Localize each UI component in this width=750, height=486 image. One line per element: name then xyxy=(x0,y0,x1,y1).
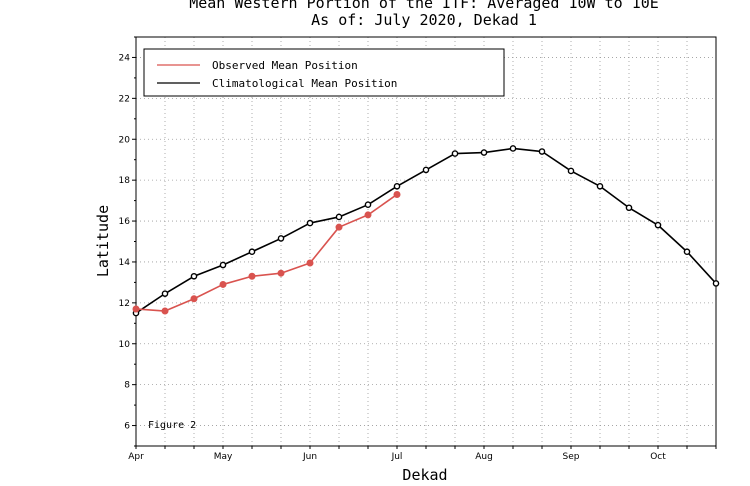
figure-annotation: Figure 2 xyxy=(148,420,196,431)
data-point-climatological-mean-position xyxy=(422,166,430,174)
y-tick-label: 18 xyxy=(119,176,131,186)
data-point-climatological-mean-position xyxy=(596,182,604,190)
data-point-climatological-mean-position xyxy=(480,149,488,156)
y-tick-label: 12 xyxy=(119,299,130,309)
x-axis-label: Dekad xyxy=(402,466,447,484)
y-tick-label: 8 xyxy=(124,381,130,391)
x-tick-label: Oct xyxy=(650,452,666,462)
series-line-observed-mean-position xyxy=(135,193,398,312)
series-climatological-mean-position xyxy=(132,145,720,317)
data-point-observed-mean-position xyxy=(335,223,343,231)
data-point-climatological-mean-position xyxy=(306,219,314,227)
y-axis-label: Latitude xyxy=(94,205,112,277)
chart-title-line-2: As of: July 2020, Dekad 1 xyxy=(311,11,537,29)
data-point-observed-mean-position xyxy=(393,190,401,198)
series-observed-mean-position xyxy=(132,190,401,315)
grid xyxy=(135,37,717,446)
data-point-climatological-mean-position xyxy=(683,248,691,256)
data-point-climatological-mean-position xyxy=(538,148,546,155)
data-point-observed-mean-position xyxy=(248,272,256,280)
data-point-climatological-mean-position xyxy=(509,145,517,152)
data-point-climatological-mean-position xyxy=(654,221,662,229)
y-tick-label: 16 xyxy=(119,217,131,227)
data-point-observed-mean-position xyxy=(364,211,372,219)
data-point-climatological-mean-position xyxy=(219,261,227,269)
data-point-observed-mean-position xyxy=(190,295,198,303)
x-tick-label: Sep xyxy=(563,452,580,462)
x-tick-label: Apr xyxy=(128,452,144,462)
x-tick-label: Aug xyxy=(475,452,493,462)
chart-title: Mean Western Portion of the ITF: Average… xyxy=(189,0,659,29)
series-layer xyxy=(132,145,720,317)
data-point-observed-mean-position xyxy=(161,307,169,315)
data-point-observed-mean-position xyxy=(306,259,314,267)
legend-label-observed: Observed Mean Position xyxy=(212,59,358,72)
data-point-observed-mean-position xyxy=(219,280,227,288)
data-point-climatological-mean-position xyxy=(161,290,169,297)
y-tick-label: 24 xyxy=(119,53,131,63)
data-point-climatological-mean-position xyxy=(248,248,256,256)
y-tick-label: 22 xyxy=(119,94,130,104)
data-point-observed-mean-position xyxy=(277,269,285,277)
legend-label-climatological: Climatological Mean Position xyxy=(212,77,397,90)
x-tick-label: Jul xyxy=(391,452,403,462)
data-point-climatological-mean-position xyxy=(393,182,401,190)
legend: Observed Mean Position Climatological Me… xyxy=(143,48,505,97)
data-point-observed-mean-position xyxy=(132,305,140,313)
x-axis-ticks: Apr May Jun Jul Aug Sep Oct xyxy=(128,446,717,462)
data-point-climatological-mean-position xyxy=(364,201,372,208)
x-tick-label: May xyxy=(214,452,233,462)
data-point-climatological-mean-position xyxy=(451,150,459,157)
y-tick-label: 14 xyxy=(119,258,131,268)
y-axis-ticks: 6 8 10 12 14 16 18 20 22 24 xyxy=(119,36,136,447)
data-point-climatological-mean-position xyxy=(335,213,343,221)
x-tick-label: Jun xyxy=(302,452,317,462)
data-point-climatological-mean-position xyxy=(277,235,285,242)
data-point-climatological-mean-position xyxy=(712,280,720,287)
data-point-climatological-mean-position xyxy=(625,204,633,212)
y-tick-label: 10 xyxy=(119,340,131,350)
data-point-climatological-mean-position xyxy=(567,167,575,175)
y-tick-label: 20 xyxy=(119,135,131,145)
y-tick-label: 6 xyxy=(124,422,130,432)
chart-title-line-1: Mean Western Portion of the ITF: Average… xyxy=(189,0,659,12)
data-point-climatological-mean-position xyxy=(190,272,198,280)
legend-box xyxy=(143,48,505,97)
